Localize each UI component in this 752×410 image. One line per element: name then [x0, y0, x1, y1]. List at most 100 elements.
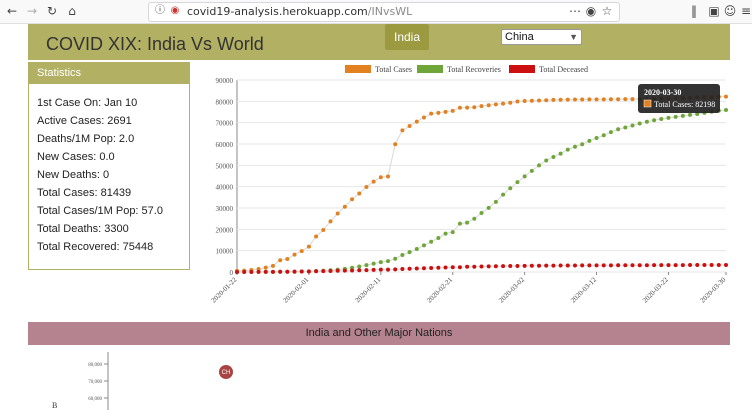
data-point: [501, 101, 506, 106]
data-point: [407, 250, 412, 255]
data-point: [249, 269, 254, 274]
data-point: [522, 174, 527, 179]
stat-new-cases: New Cases: 0.0: [37, 151, 115, 163]
data-point: [529, 168, 534, 173]
data-point: [630, 123, 635, 128]
data-point: [659, 263, 664, 268]
data-point: [508, 264, 513, 269]
data-point: [278, 269, 283, 274]
data-point: [659, 116, 664, 121]
data-point: [393, 142, 398, 147]
data-point: [263, 265, 268, 270]
data-point: [479, 264, 484, 269]
tooltip-swatch: [643, 99, 652, 108]
home-icon[interactable]: ⌂: [68, 4, 76, 18]
data-point: [472, 264, 477, 269]
data-point: [364, 185, 369, 190]
data-point: [644, 119, 649, 124]
data-point: [357, 191, 362, 196]
data-point: [644, 263, 649, 268]
stat-deaths-per-million: Deaths/1M Pop: 2.0: [37, 133, 135, 145]
data-point: [270, 269, 275, 274]
stat-cases-per-million: Total Cases/1M Pop: 57.0: [37, 205, 163, 217]
profile-icon[interactable]: ☺: [723, 4, 737, 18]
data-point: [429, 111, 434, 116]
data-point: [558, 263, 563, 268]
legend-swatch: [417, 65, 443, 73]
data-point: [465, 220, 470, 225]
stat-first-case: 1st Case On: Jan 10: [37, 97, 138, 109]
info-icon[interactable]: ⓘ: [155, 5, 165, 16]
data-point: [551, 263, 556, 268]
data-point: [479, 211, 484, 216]
data-point: [630, 263, 635, 268]
data-point: [522, 99, 527, 104]
stat-active-cases: Active Cases: 2691: [37, 115, 132, 127]
data-point: [601, 263, 606, 268]
tooltip: 2020-03-30 Total Cases: 82198: [638, 84, 720, 113]
data-point: [608, 130, 613, 135]
forward-icon[interactable]: →: [26, 4, 38, 18]
data-point: [493, 199, 498, 204]
y-tick-label: 0: [230, 269, 234, 277]
data-point: [709, 263, 714, 268]
mini-y-tick-label: 80,000: [88, 363, 102, 368]
data-point: [522, 263, 527, 268]
back-icon[interactable]: ←: [6, 4, 18, 18]
pocket-icon[interactable]: ◉: [585, 4, 597, 18]
country-select[interactable]: China ▼: [501, 29, 582, 45]
data-point: [637, 121, 642, 126]
data-point: [270, 263, 275, 268]
y-tick-label: 80000: [216, 98, 234, 106]
page-title: COVID XIX: India Vs World: [46, 34, 264, 54]
url-text[interactable]: covid19-analysis.herokuapp.com/INvsWL: [187, 5, 412, 18]
data-point: [537, 163, 542, 168]
data-point: [457, 105, 462, 110]
url-path: /INvsWL: [367, 5, 413, 18]
data-point: [306, 269, 311, 274]
data-point: [623, 97, 628, 102]
star-icon[interactable]: ☆: [601, 4, 613, 18]
data-point: [256, 269, 261, 274]
data-point: [724, 94, 728, 99]
tab-india[interactable]: India: [385, 24, 429, 50]
data-point: [608, 97, 613, 102]
data-point: [601, 97, 606, 102]
data-point: [587, 263, 592, 268]
sidebar-icon[interactable]: ▣: [708, 4, 720, 18]
data-point: [350, 268, 355, 273]
x-tick-label: 2020-02-21: [425, 275, 454, 304]
data-point: [501, 192, 506, 197]
data-point: [623, 125, 628, 130]
data-point: [400, 128, 405, 133]
data-point: [544, 158, 549, 163]
data-point: [400, 267, 405, 272]
data-point: [256, 267, 261, 272]
reload-icon[interactable]: ↻: [46, 4, 58, 18]
data-point: [342, 204, 347, 209]
mini-marker: [219, 365, 233, 379]
more-icon[interactable]: ⋯: [569, 4, 581, 18]
data-point: [436, 110, 441, 115]
menu-icon[interactable]: ≡: [740, 4, 752, 18]
data-point: [443, 109, 448, 114]
mini-y-axis-label: B: [52, 401, 57, 410]
library-icon[interactable]: ‖: [691, 4, 697, 18]
data-point: [350, 265, 355, 270]
covid-line-chart[interactable]: 0 10000 20000 30000 40000 50000 60000 70000 8000…: [200, 62, 732, 320]
data-point: [587, 97, 592, 102]
statistics-list: 1st Case On: Jan 10 Active Cases: 2691 D…: [29, 84, 189, 256]
data-point: [558, 97, 563, 102]
data-point: [515, 263, 520, 268]
y-tick-label: 40000: [216, 184, 234, 192]
data-point: [558, 151, 563, 156]
x-tick-label: 2020-03-22: [641, 275, 670, 304]
data-point: [465, 264, 470, 269]
data-point: [393, 267, 398, 272]
x-tick-label: 2020-02-01: [282, 275, 311, 304]
y-tick-label: 50000: [216, 162, 234, 170]
y-tick-label: 20000: [216, 226, 234, 234]
url-bar[interactable]: ⓘ ◉ covid19-analysis.herokuapp.com/INvsW…: [148, 2, 620, 22]
data-point: [479, 104, 484, 109]
lock-icon[interactable]: ◉: [170, 5, 180, 16]
